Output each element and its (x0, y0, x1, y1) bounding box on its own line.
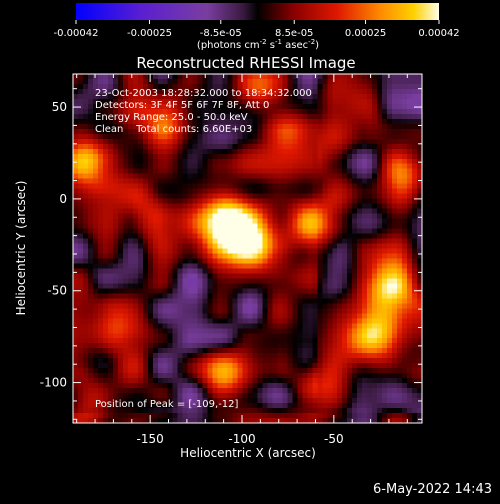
colorbar-tick-label: -0.00025 (127, 28, 172, 39)
annotation-time-range: 23-Oct-2003 18:28:32.000 to 18:34:32.000 (95, 88, 312, 99)
timestamp-footer: 6-May-2022 14:43 (373, 482, 492, 497)
x-tick-label: -50 (324, 432, 344, 446)
colorbar-tick-label: -8.5e-05 (200, 28, 242, 39)
annotation-energy-range: Energy Range: 25.0 - 50.0 keV (95, 112, 248, 123)
colorbar-tick-label: 0.00025 (345, 28, 386, 39)
y-tick-label: -100 (40, 376, 67, 390)
axis-ticks: -150 -100 -50 50 0 -50 -100 (40, 74, 422, 446)
chart-title: Reconstructed RHESSI Image (136, 54, 355, 72)
colorbar-tick-label: 8.5e-05 (275, 28, 313, 39)
colorbar-unit-label: (photons cm-2 s-1 asec-2) (197, 38, 319, 51)
colorbar-tick-label: -0.00042 (54, 28, 99, 39)
colorbar-ticks: -0.00042 -0.00025 -8.5e-05 8.5e-05 0.00025 0.… (54, 20, 460, 39)
annotation-detectors: Detectors: 3F 4F 5F 6F 7F 8F, Att 0 (95, 100, 269, 111)
colorbar-tick-label: 0.00042 (418, 28, 459, 39)
colorbar (76, 3, 439, 20)
x-tick-label: -100 (228, 432, 255, 446)
plot-frame (72, 73, 423, 424)
annotation-clean-counts: Clean Total counts: 6.60E+03 (95, 124, 252, 135)
y-axis-label: Heliocentric Y (arcsec) (14, 181, 28, 316)
heatmap-image (73, 74, 422, 423)
peak-position-label: Position of Peak = [-109,-12] (95, 399, 239, 410)
y-tick-label: -50 (47, 284, 67, 298)
x-tick-label: -150 (137, 432, 164, 446)
annotation-block: 23-Oct-2003 18:28:32.000 to 18:34:32.000… (95, 88, 312, 135)
x-axis-label: Heliocentric X (arcsec) (180, 446, 316, 460)
y-tick-label: 50 (52, 100, 67, 114)
y-tick-label: 0 (59, 192, 67, 206)
